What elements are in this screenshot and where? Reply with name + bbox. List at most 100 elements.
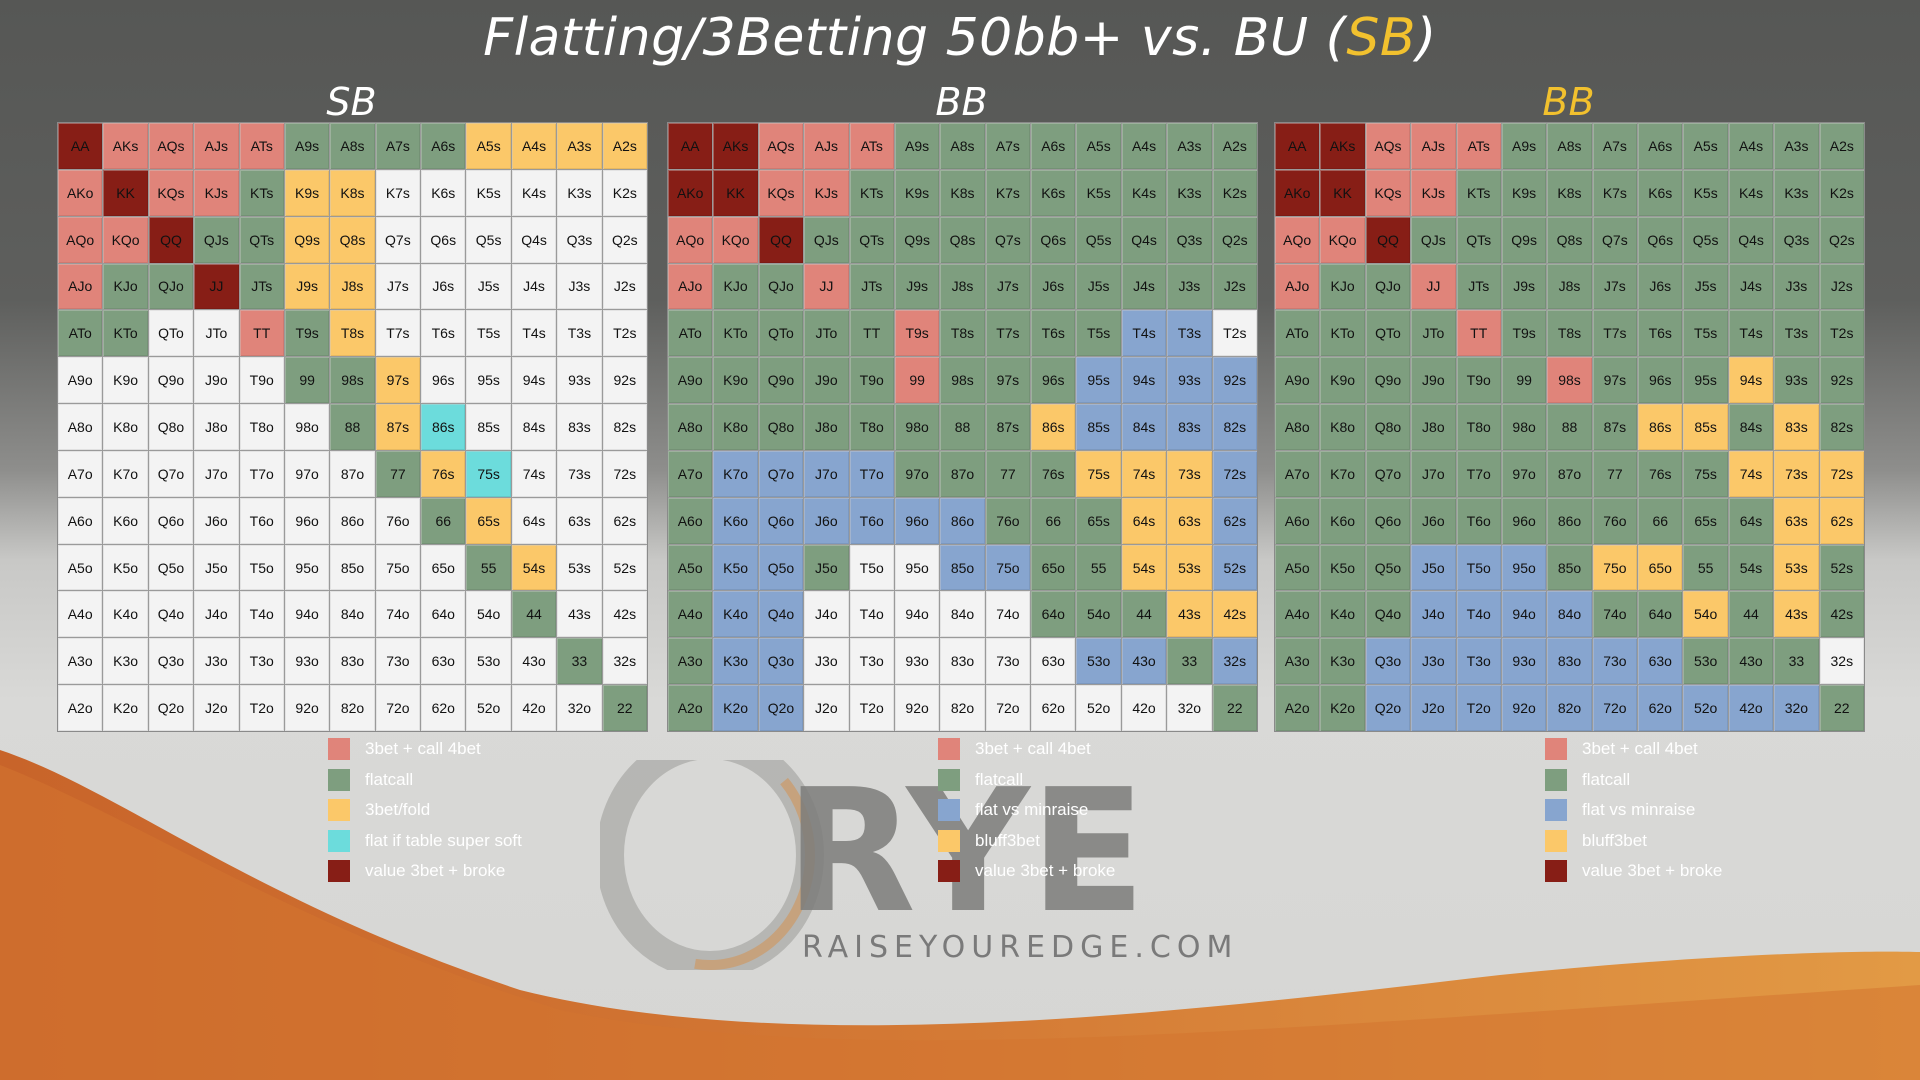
hand-cell: KK bbox=[713, 169, 758, 216]
hand-cell: TT bbox=[1456, 310, 1501, 357]
hand-cell: T3o bbox=[239, 638, 284, 685]
hand-cell: J8o bbox=[1411, 404, 1456, 450]
hand-cell: 52s bbox=[602, 544, 647, 591]
hand-cell: A9s bbox=[894, 123, 940, 169]
hand-cell: T4o bbox=[1456, 591, 1501, 638]
hand-cell: K7s bbox=[375, 169, 421, 216]
hand-cell: AA bbox=[668, 123, 713, 169]
hand-cell: 84s bbox=[1121, 404, 1167, 450]
hand-cell: A2o bbox=[1275, 685, 1320, 731]
hand-cell: 82o bbox=[940, 685, 985, 731]
hand-cell: K6s bbox=[1638, 169, 1683, 216]
hand-cell: T4o bbox=[239, 591, 284, 638]
hand-cell: KQo bbox=[1320, 216, 1365, 263]
hand-cell: T6s bbox=[1031, 310, 1076, 357]
hand-cell: J2o bbox=[804, 685, 849, 731]
hand-cell: K3s bbox=[557, 169, 602, 216]
hand-cell: A2o bbox=[58, 685, 103, 731]
hand-cell: 22 bbox=[1819, 685, 1864, 731]
hand-cell: 53s bbox=[557, 544, 602, 591]
hand-cell: A3o bbox=[1275, 638, 1320, 685]
hand-cell: T7o bbox=[239, 450, 284, 497]
hand-cell: Q8s bbox=[1547, 216, 1592, 263]
hand-cell: JTs bbox=[1456, 263, 1501, 310]
legend-label: flatcall bbox=[975, 769, 1024, 789]
hand-cell: K5s bbox=[1683, 169, 1728, 216]
hand-cell: A4s bbox=[1121, 123, 1167, 169]
hand-cell: KK bbox=[1320, 169, 1365, 216]
legend-item: flat vs minraise bbox=[1545, 795, 1722, 826]
hand-cell: 94s bbox=[1728, 357, 1774, 404]
hand-cell: 53s bbox=[1167, 544, 1212, 591]
hand-cell: 85s bbox=[466, 404, 511, 450]
hand-cell: 76o bbox=[985, 497, 1031, 544]
hand-cell: 75o bbox=[985, 544, 1031, 591]
hand-cell: 74o bbox=[375, 591, 421, 638]
hand-cell: 54o bbox=[466, 591, 511, 638]
hand-cell: 83o bbox=[330, 638, 375, 685]
hand-cell: 76s bbox=[1031, 450, 1076, 497]
hand-cell: 98o bbox=[1501, 404, 1547, 450]
hand-cell: 87s bbox=[985, 404, 1031, 450]
hand-cell: J6s bbox=[1031, 263, 1076, 310]
hand-cell: Q4s bbox=[1728, 216, 1774, 263]
hand-cell: QJs bbox=[804, 216, 849, 263]
legend-item: value 3bet + broke bbox=[328, 856, 522, 887]
hand-cell: T5s bbox=[466, 310, 511, 357]
hand-cell: J6o bbox=[1411, 497, 1456, 544]
hand-cell: 76o bbox=[1592, 497, 1638, 544]
hand-cell: AKo bbox=[58, 169, 103, 216]
hand-cell: T9s bbox=[894, 310, 940, 357]
hand-cell: 53o bbox=[466, 638, 511, 685]
hand-cell: 72s bbox=[602, 450, 647, 497]
legend-label: bluff3bet bbox=[975, 830, 1040, 850]
hand-cell: Q9o bbox=[1365, 357, 1411, 404]
hand-cell: 82o bbox=[1547, 685, 1592, 731]
legend-label: flatcall bbox=[365, 769, 414, 789]
hand-cell: 75s bbox=[1683, 450, 1728, 497]
legend: 3bet + call 4bet flatcall flat vs minraise… bbox=[938, 734, 1115, 887]
hand-cell: 77 bbox=[1592, 450, 1638, 497]
hand-cell: 63s bbox=[1774, 497, 1819, 544]
hand-cell: 95s bbox=[1683, 357, 1728, 404]
legend-swatch bbox=[1545, 768, 1567, 791]
hand-cell: 63s bbox=[557, 497, 602, 544]
hand-cell: J4o bbox=[194, 591, 239, 638]
hand-cell: Q4o bbox=[148, 591, 194, 638]
hand-cell: Q3o bbox=[148, 638, 194, 685]
hand-cell: 54s bbox=[1728, 544, 1774, 591]
legend-swatch bbox=[328, 738, 350, 761]
hand-cell: Q2o bbox=[758, 685, 804, 731]
hand-cell: T3o bbox=[849, 638, 894, 685]
hand-cell: K6s bbox=[421, 169, 466, 216]
hand-cell: K5o bbox=[713, 544, 758, 591]
logo-swoosh: RYE bbox=[600, 760, 1146, 970]
hand-cell: JJ bbox=[1411, 263, 1456, 310]
hand-cell: ATo bbox=[1275, 310, 1320, 357]
hand-cell: 83o bbox=[1547, 638, 1592, 685]
hand-cell: AQs bbox=[148, 123, 194, 169]
hand-cell: Q5o bbox=[148, 544, 194, 591]
hand-cell: 62o bbox=[421, 685, 466, 731]
hand-cell: K7o bbox=[1320, 450, 1365, 497]
hand-cell: AQo bbox=[1275, 216, 1320, 263]
hand-cell: AJo bbox=[1275, 263, 1320, 310]
hand-cell: 87o bbox=[940, 450, 985, 497]
legend-label: 3bet + call 4bet bbox=[365, 739, 481, 759]
hand-cell: A5o bbox=[668, 544, 713, 591]
hand-cell: Q7o bbox=[148, 450, 194, 497]
hand-cell: T2o bbox=[849, 685, 894, 731]
hand-cell: 77 bbox=[375, 450, 421, 497]
hand-cell: 95s bbox=[1076, 357, 1121, 404]
hand-cell: J4s bbox=[1728, 263, 1774, 310]
hand-cell: 96o bbox=[894, 497, 940, 544]
hand-cell: A3s bbox=[557, 123, 602, 169]
hand-cell: 52o bbox=[1076, 685, 1121, 731]
hand-cell: K4o bbox=[1320, 591, 1365, 638]
hand-cell: Q6o bbox=[758, 497, 804, 544]
hand-cell: A8o bbox=[1275, 404, 1320, 450]
hand-cell: 73o bbox=[375, 638, 421, 685]
hand-cell: A5s bbox=[1683, 123, 1728, 169]
hand-cell: 92s bbox=[1212, 357, 1257, 404]
